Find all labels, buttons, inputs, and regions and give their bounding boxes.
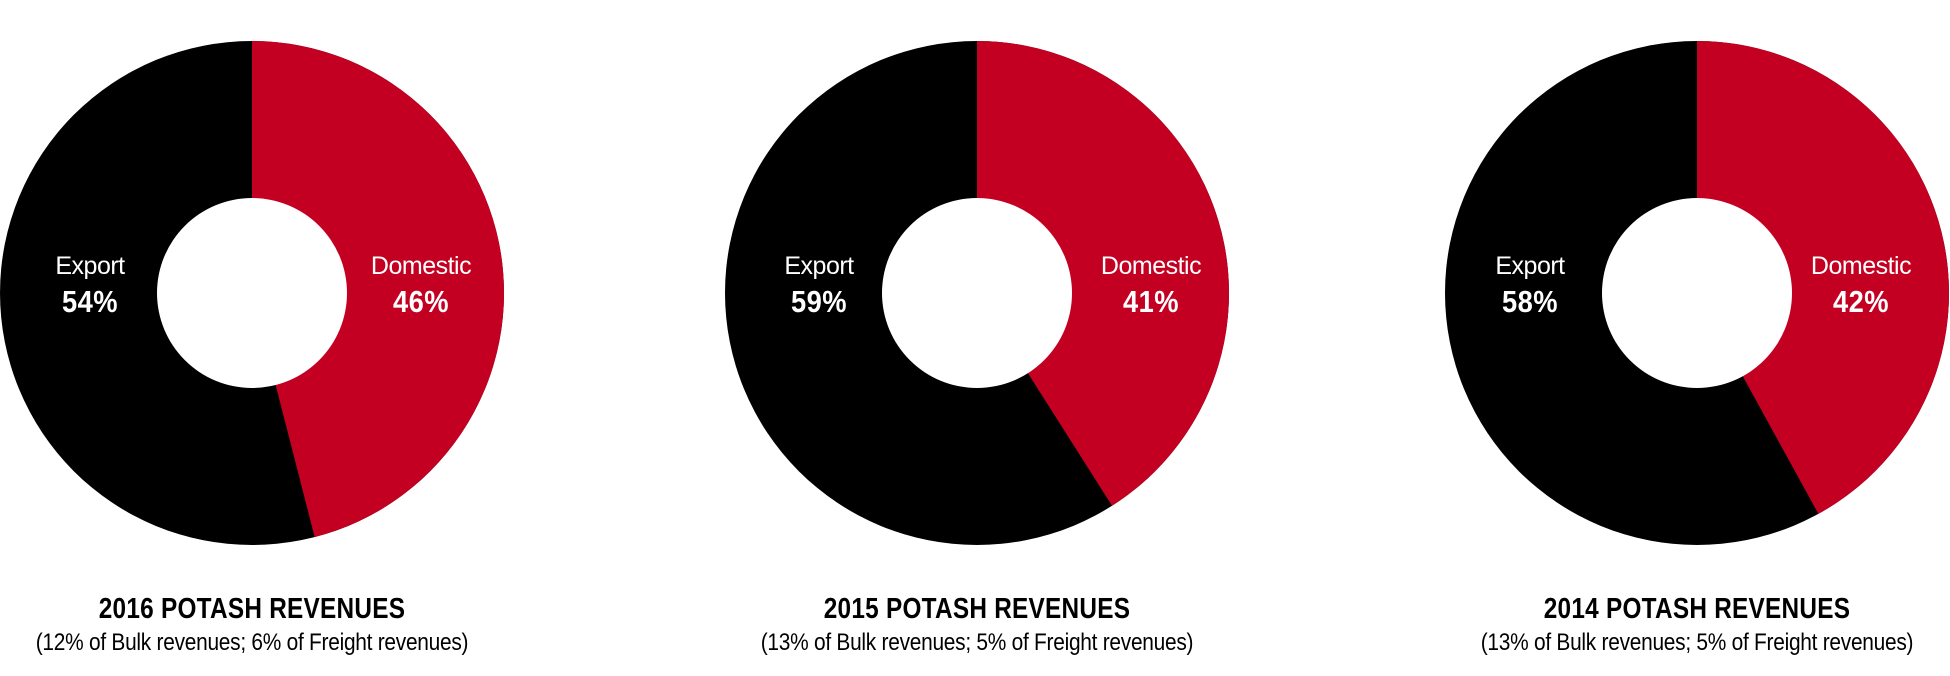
chart-subtitle: (13% of Bulk revenues; 5% of Freight rev… — [1480, 629, 1914, 656]
export-label: Export 58% — [1450, 252, 1610, 320]
domestic-name: Domestic — [1100, 252, 1202, 280]
donut-hole — [157, 198, 347, 388]
export-percent: 54% — [62, 284, 118, 319]
chart-caption-2014: 2014 POTASH REVENUES (13% of Bulk revenu… — [1417, 592, 1950, 658]
domestic-slice — [1697, 40, 1950, 514]
chart-subtitle: (13% of Bulk revenues; 5% of Freight rev… — [760, 629, 1194, 656]
domestic-slice — [252, 41, 505, 538]
donut-chart-2016: Export 54% Domestic 46% — [0, 0, 560, 676]
domestic-percent: 42% — [1833, 284, 1889, 319]
chart-title: 2015 POTASH REVENUES — [823, 593, 1131, 625]
domestic-name: Domestic — [1810, 252, 1912, 280]
chart-title: 2016 POTASH REVENUES — [98, 593, 406, 625]
donut-hole — [882, 198, 1072, 388]
domestic-percent: 46% — [393, 284, 449, 319]
export-name: Export — [784, 252, 854, 280]
chart-title: 2014 POTASH REVENUES — [1543, 593, 1851, 625]
domestic-label: Domestic 42% — [1781, 252, 1941, 320]
donut-graphic — [725, 41, 1229, 545]
donut-chart-2014: Export 58% Domestic 42% — [1445, 0, 1950, 676]
export-name: Export — [55, 252, 125, 280]
domestic-slice — [977, 41, 1229, 506]
donut-chart-2015: Export 59% Domestic 41% — [725, 0, 1285, 676]
domestic-label: Domestic 41% — [1071, 252, 1231, 320]
domestic-percent: 41% — [1123, 284, 1179, 319]
domestic-name: Domestic — [370, 252, 472, 280]
chart-caption-2015: 2015 POTASH REVENUES (13% of Bulk revenu… — [697, 592, 1257, 658]
export-percent: 58% — [1502, 284, 1558, 319]
export-label: Export 54% — [10, 252, 170, 320]
donut-hole — [1602, 198, 1792, 388]
export-name: Export — [1495, 252, 1565, 280]
donut-graphic — [0, 41, 505, 545]
chart-subtitle: (12% of Bulk revenues; 6% of Freight rev… — [35, 629, 469, 656]
export-percent: 59% — [791, 284, 847, 319]
domestic-label: Domestic 46% — [341, 252, 501, 320]
chart-caption-2016: 2016 POTASH REVENUES (12% of Bulk revenu… — [0, 592, 532, 658]
export-label: Export 59% — [739, 252, 899, 320]
donut-graphic — [1445, 40, 1950, 545]
